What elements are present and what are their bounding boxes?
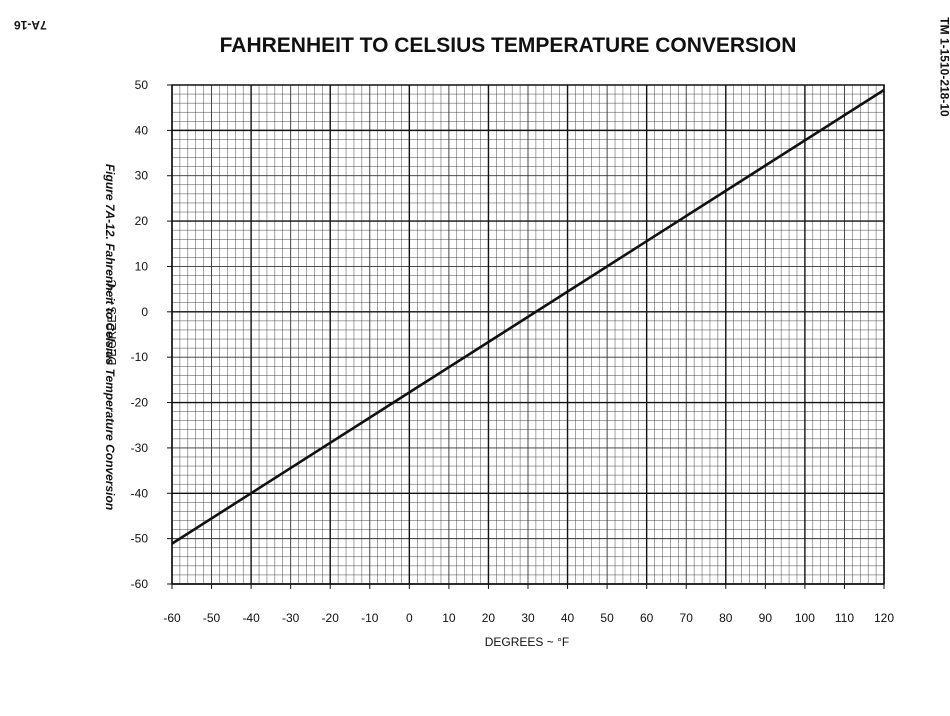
y-axis-ticks: 50 40 30 20 10 0 -10 -20 -30 -40 -50 -60 xyxy=(131,78,172,591)
y-tick-label: 10 xyxy=(135,259,149,273)
x-tick-label: -60 xyxy=(163,611,181,625)
x-axis-ticks: -60 -50 -40 -30 -20 -10 0 10 20 30 40 50 60 70 80 90 100… xyxy=(163,584,894,625)
x-axis-title: DEGREES ~ °F xyxy=(485,635,570,649)
x-tick-label: -20 xyxy=(322,611,340,625)
x-tick-label: 20 xyxy=(482,611,496,625)
x-tick-label: 80 xyxy=(719,611,733,625)
x-tick-label: -50 xyxy=(203,611,221,625)
series-layer xyxy=(171,88,885,545)
y-tick-label: -50 xyxy=(131,532,149,546)
y-tick-label: 20 xyxy=(135,214,149,228)
x-tick-label: 10 xyxy=(442,611,456,625)
x-tick-label: 60 xyxy=(640,611,654,625)
y-tick-label: 0 xyxy=(141,305,148,319)
x-tick-label: -30 xyxy=(282,611,300,625)
y-tick-label: 50 xyxy=(135,78,149,92)
y-tick-label: 40 xyxy=(135,123,149,137)
x-tick-label: 90 xyxy=(759,611,773,625)
y-tick-label: -10 xyxy=(131,350,149,364)
x-tick-label: -40 xyxy=(242,611,260,625)
x-tick-label: 0 xyxy=(406,611,413,625)
y-tick-label: -40 xyxy=(131,486,149,500)
x-tick-label: 40 xyxy=(561,611,575,625)
x-tick-label: 30 xyxy=(521,611,535,625)
x-tick-label: 70 xyxy=(680,611,694,625)
minor-grid xyxy=(172,84,884,584)
x-tick-label: -10 xyxy=(361,611,379,625)
x-tick-label: 100 xyxy=(795,611,815,625)
y-tick-label: 30 xyxy=(135,169,149,183)
y-tick-label: -60 xyxy=(131,577,149,591)
y-tick-label: -20 xyxy=(131,396,149,410)
series-line xyxy=(171,88,885,545)
x-tick-label: 120 xyxy=(874,611,894,625)
x-tick-label: 50 xyxy=(600,611,614,625)
x-tick-label: 110 xyxy=(835,611,854,625)
y-axis-title: DEGREES ~ °C xyxy=(105,279,119,365)
chart-title: FAHRENHEIT TO CELSIUS TEMPERATURE CONVER… xyxy=(220,34,797,57)
y-tick-label: -30 xyxy=(131,441,149,455)
